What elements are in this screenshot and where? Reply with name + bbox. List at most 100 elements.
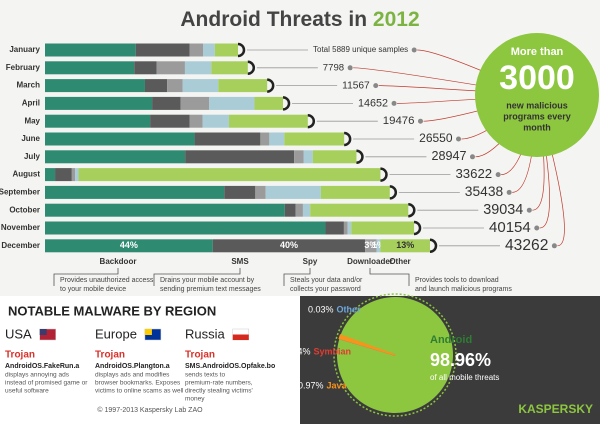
pie-label-name: Android xyxy=(430,334,472,346)
total-dot xyxy=(373,83,379,89)
total-dot xyxy=(347,65,353,71)
bar-segment xyxy=(150,114,190,128)
title-text: Android Threats in xyxy=(180,8,367,31)
legend-label: SMS xyxy=(231,257,249,266)
bar-cap xyxy=(356,149,364,165)
callout-circle xyxy=(475,33,599,157)
pie-small-value: 0.04% xyxy=(285,346,311,356)
bar-segment xyxy=(45,150,186,164)
bar-segment xyxy=(214,43,238,57)
bar-cap xyxy=(247,60,256,76)
total-label: 35438 xyxy=(465,184,504,199)
bar-segment xyxy=(320,185,390,199)
legend-description: and launch malicious programs xyxy=(415,286,512,293)
callout-line: new malicious xyxy=(506,100,568,110)
region-kind: Trojan xyxy=(5,350,35,361)
bar-segment xyxy=(295,203,303,217)
month-label: July xyxy=(24,152,41,161)
pie-ring xyxy=(333,293,457,417)
bar-segment xyxy=(144,79,168,93)
bar-segment xyxy=(255,185,266,199)
legend-description: sending premium text messages xyxy=(160,286,261,293)
region-description: victims to online scams as well xyxy=(95,388,184,395)
region-name: Russia xyxy=(185,326,226,341)
month-label: September xyxy=(0,188,40,197)
bar-segment xyxy=(167,79,183,93)
bar-segment xyxy=(135,43,190,57)
region-description: browser bookmarks. Exposes xyxy=(95,380,181,387)
total-dot xyxy=(526,207,532,213)
total-label: 33622 xyxy=(455,166,492,181)
bar-segment xyxy=(45,132,195,146)
legend-description: Provides tools to download xyxy=(415,277,499,284)
bar-segment xyxy=(45,61,135,75)
total-label: 7798 xyxy=(323,62,344,73)
callout-line: programs every xyxy=(503,111,571,121)
region-sample: SMS.AndroidOS.Opfake.bo xyxy=(185,363,275,370)
bar-segment xyxy=(284,203,296,217)
legend-bracket xyxy=(153,268,241,286)
segment-label: 44% xyxy=(120,240,138,250)
legend-description: Provides unauthorized access xyxy=(60,277,154,284)
pie-small-value: 0.03% xyxy=(308,304,334,314)
region-panel xyxy=(0,296,300,424)
pie-small-name: Symbian xyxy=(314,346,352,356)
month-label: March xyxy=(16,81,40,90)
bar-cap xyxy=(343,131,352,147)
total-label: 43262 xyxy=(505,237,548,254)
bar-segment xyxy=(45,43,136,57)
segment-label: 40% xyxy=(280,240,298,250)
total-dot xyxy=(469,154,475,160)
total-label: 19476 xyxy=(383,115,415,127)
bar-segment xyxy=(185,150,295,164)
total-dot xyxy=(534,225,540,231)
bar-segment xyxy=(189,114,203,128)
bar-segment xyxy=(302,203,311,217)
bar-segment xyxy=(265,185,321,199)
bar-segment xyxy=(203,43,215,57)
bar-segment xyxy=(45,239,213,253)
pie-small-value: 0.97% xyxy=(298,380,324,390)
bar-cap xyxy=(389,185,398,200)
region-description: premium-rate numbers, xyxy=(185,380,253,387)
bar-segment xyxy=(284,132,345,146)
bar-segment xyxy=(294,150,304,164)
total-label: 39034 xyxy=(483,202,523,218)
total-dot xyxy=(391,100,397,106)
title: Android Threats in 2012 xyxy=(180,8,419,31)
bar-segment xyxy=(45,114,151,128)
month-label: June xyxy=(21,134,40,143)
region-description: useful software xyxy=(5,388,49,395)
bar-segment xyxy=(260,132,270,146)
month-label: January xyxy=(9,45,40,54)
bar-cap xyxy=(408,202,416,218)
bar-cap xyxy=(266,78,275,93)
bar-segment xyxy=(184,61,212,75)
bar-segment xyxy=(351,221,415,235)
pie-note: of all mobile threats xyxy=(430,373,499,382)
bar-segment xyxy=(45,168,56,182)
pie-small-name: Java xyxy=(327,380,348,390)
month-label: October xyxy=(9,205,40,214)
region-description: sends texts to xyxy=(185,372,225,379)
total-label: 11567 xyxy=(342,80,370,91)
total-dot xyxy=(411,47,417,53)
legend-description: to your mobile device xyxy=(60,286,126,293)
legend-description: Drains your mobile account by xyxy=(160,277,255,284)
bar-segment xyxy=(202,114,229,128)
region-sample: AndroidOS.FakeRun.a xyxy=(5,363,79,370)
bar-segment xyxy=(78,168,381,182)
region-title: NOTABLE MALWARE BY REGION xyxy=(8,303,216,318)
callout-top: More than xyxy=(511,46,564,58)
region-description: displays ads and modifies xyxy=(95,372,170,379)
bar-segment xyxy=(189,43,204,57)
flag-part xyxy=(144,329,152,335)
month-label: December xyxy=(1,241,40,250)
bar-segment xyxy=(380,239,430,253)
total-label: 26550 xyxy=(419,131,453,145)
legend-description: Steals your data and/or xyxy=(290,277,363,284)
bar-segment xyxy=(209,96,255,110)
total-dot xyxy=(456,136,462,142)
region-name: USA xyxy=(5,326,32,341)
